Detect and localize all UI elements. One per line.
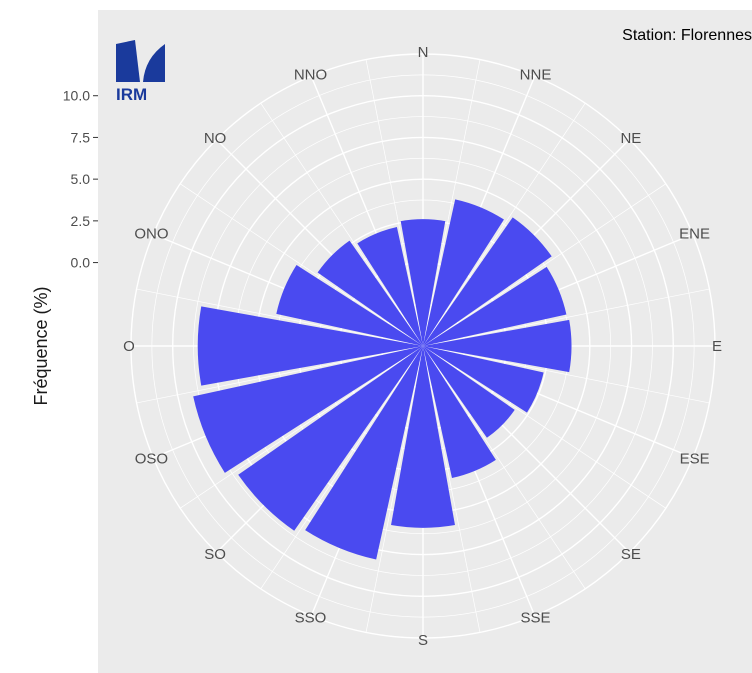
direction-labels: N NNE NE ENE E ESE SE SSE S SSO SO OSO O ONO NO NNO [123, 44, 722, 649]
bar-ne [423, 217, 552, 346]
grid-spoke-minor [365, 59, 424, 347]
bar-nno [357, 227, 423, 346]
y-tick-label: 5.0 [71, 171, 91, 187]
bar-ene [423, 266, 567, 346]
bar-n [400, 219, 446, 346]
direction-label-ese: ESE [680, 451, 710, 468]
bar-nne [423, 199, 504, 346]
bar-se [423, 346, 515, 438]
bar-ono [276, 265, 423, 346]
irm-logo-mark-left [116, 40, 140, 82]
bar-e [423, 319, 572, 373]
direction-label-ono: ONO [134, 226, 168, 243]
irm-logo-text: IRM [116, 85, 147, 104]
grid-spoke-minor [180, 183, 424, 347]
y-tick-label: 7.5 [71, 129, 91, 145]
direction-label-so: SO [204, 546, 226, 563]
direction-label-nne: NNE [520, 66, 552, 83]
grid-spoke-minor [422, 345, 481, 633]
grid-spoke-minor [422, 345, 710, 404]
bar-sse [423, 346, 496, 479]
y-tick-label: 2.5 [71, 213, 91, 229]
direction-label-no: NO [204, 130, 227, 147]
grid-spoke-minor [422, 59, 481, 347]
direction-label-o: O [123, 338, 135, 355]
grid-spoke-minor [422, 345, 586, 589]
grid-spoke-minor [260, 345, 424, 589]
bar-layer [193, 199, 572, 560]
y-axis-ticks: 0.0 2.5 5.0 7.5 10.0 [63, 88, 98, 271]
grid-spoke-minor [365, 345, 424, 633]
y-tick-label: 0.0 [71, 255, 91, 271]
bar-oso [193, 346, 423, 473]
y-axis-title: Fréquence (%) [31, 286, 51, 405]
irm-logo: IRM [116, 40, 165, 104]
grid-spoke-minor [260, 103, 424, 347]
direction-label-sso: SSO [295, 610, 327, 627]
bar-so [238, 346, 423, 531]
bar-ese [423, 346, 544, 413]
y-tick-label: 10.0 [63, 88, 90, 104]
irm-logo-mark-right [143, 44, 165, 82]
bar-no [317, 240, 423, 346]
grid-spoke-minor [136, 288, 424, 347]
bar-s [391, 346, 455, 528]
direction-label-ene: ENE [679, 226, 710, 243]
grid-spoke-minor [422, 345, 666, 509]
grid-spoke-minor [136, 345, 424, 404]
direction-label-oso: OSO [135, 451, 168, 468]
direction-label-n: N [418, 44, 429, 61]
grid-spoke-minor [422, 183, 666, 347]
direction-label-se: SE [621, 546, 641, 563]
grid-spoke-minor [422, 103, 586, 347]
grid-spoke-minor [180, 345, 424, 509]
direction-label-s: S [418, 632, 428, 649]
direction-label-e: E [712, 338, 722, 355]
bar-sso [305, 346, 423, 560]
direction-label-nno: NNO [294, 66, 327, 83]
direction-label-ne: NE [620, 130, 641, 147]
grid-spoke-minor [422, 288, 710, 347]
direction-label-sse: SSE [520, 610, 550, 627]
station-label: Station: Florennes [622, 27, 752, 44]
bar-o [197, 306, 423, 386]
